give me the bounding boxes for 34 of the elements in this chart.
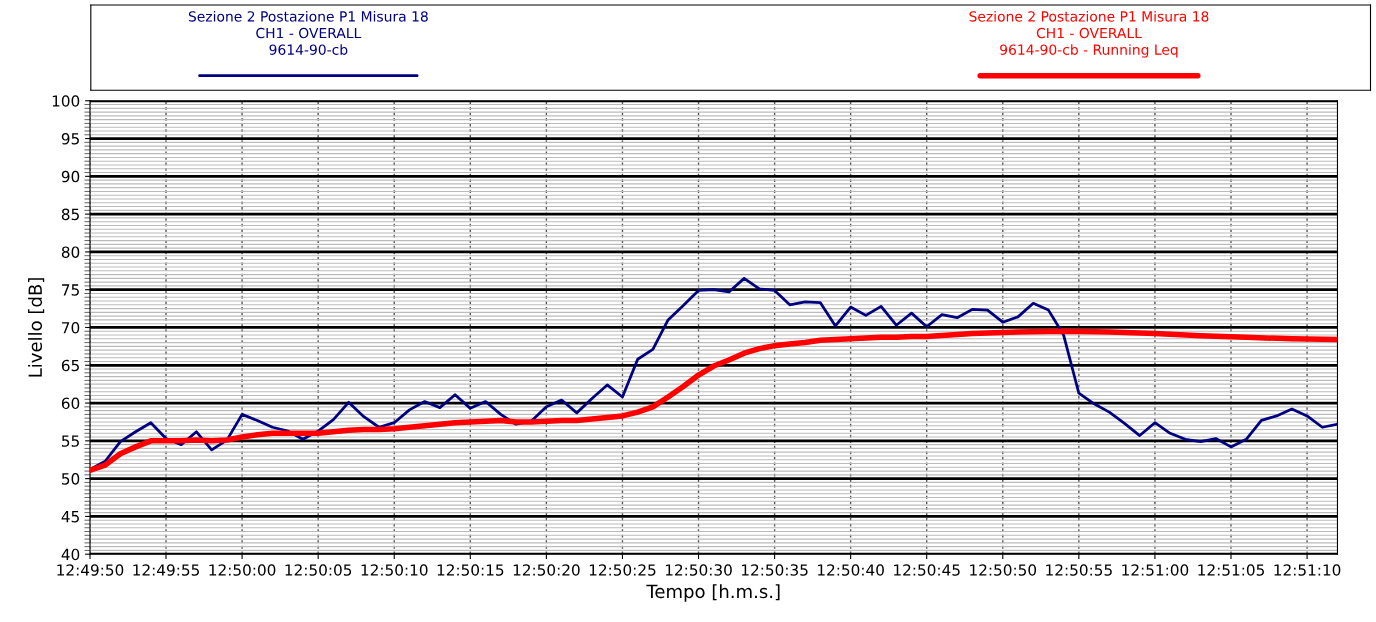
y-tick-label: 70 xyxy=(62,321,80,334)
y-tick-label: 40 xyxy=(61,548,80,561)
y-tick-label: 75 xyxy=(62,284,79,296)
text: Sezione 2 Postazione P1 Misura 18 CH1 - OVERALL 9614-90-cb xyxy=(188,10,428,55)
x-tick-label: 12:49:50 xyxy=(57,564,124,576)
y-tick-label: 85 xyxy=(61,208,79,221)
y-tick-label: 65 xyxy=(61,359,79,372)
x-tick-label: 12:50:00 xyxy=(209,564,276,576)
text: Sezione 2 Postazione P1 Misura 18 CH1 - OVERALL 9614-90-cb - Running Leq xyxy=(969,10,1209,58)
x-tick-label: 12:51:05 xyxy=(1198,564,1264,576)
x-tick-label: 12:50:35 xyxy=(741,564,808,576)
x-tick-label: 12:51:00 xyxy=(1122,564,1189,576)
x-tick-label: 12:50:30 xyxy=(665,564,732,576)
y-tick-label: 90 xyxy=(61,170,80,183)
x-tick-label: 12:50:25 xyxy=(589,564,656,576)
y-tick-label: 60 xyxy=(61,397,80,410)
y-tick-label: 95 xyxy=(61,133,79,145)
x-tick-label: 12:50:10 xyxy=(361,564,428,576)
x-tick-label: 12:50:50 xyxy=(970,564,1037,576)
y-axis-title: Livello [dB] xyxy=(28,278,45,377)
x-tick-label: 12:51:10 xyxy=(1274,564,1341,576)
y-tick-label: 50 xyxy=(62,473,80,485)
x-tick-label: 12:50:05 xyxy=(285,564,352,576)
x-tick-label: 12:50:40 xyxy=(818,564,884,576)
x-tick-label: 12:50:20 xyxy=(513,564,580,576)
y-tick-label: 55 xyxy=(62,435,79,447)
x-tick-label: 12:49:55 xyxy=(133,564,199,576)
x-tick-label: 12:50:45 xyxy=(894,564,960,576)
y-tick-label: 45 xyxy=(61,511,79,523)
x-tick-label: 12:50:15 xyxy=(437,564,504,576)
y-tick-label: 80 xyxy=(61,246,80,258)
y-tick-label: 100 xyxy=(52,95,80,107)
x-tick-label: 12:50:55 xyxy=(1046,564,1112,576)
x-axis-title: Tempo [h.m.s.] xyxy=(646,584,780,602)
